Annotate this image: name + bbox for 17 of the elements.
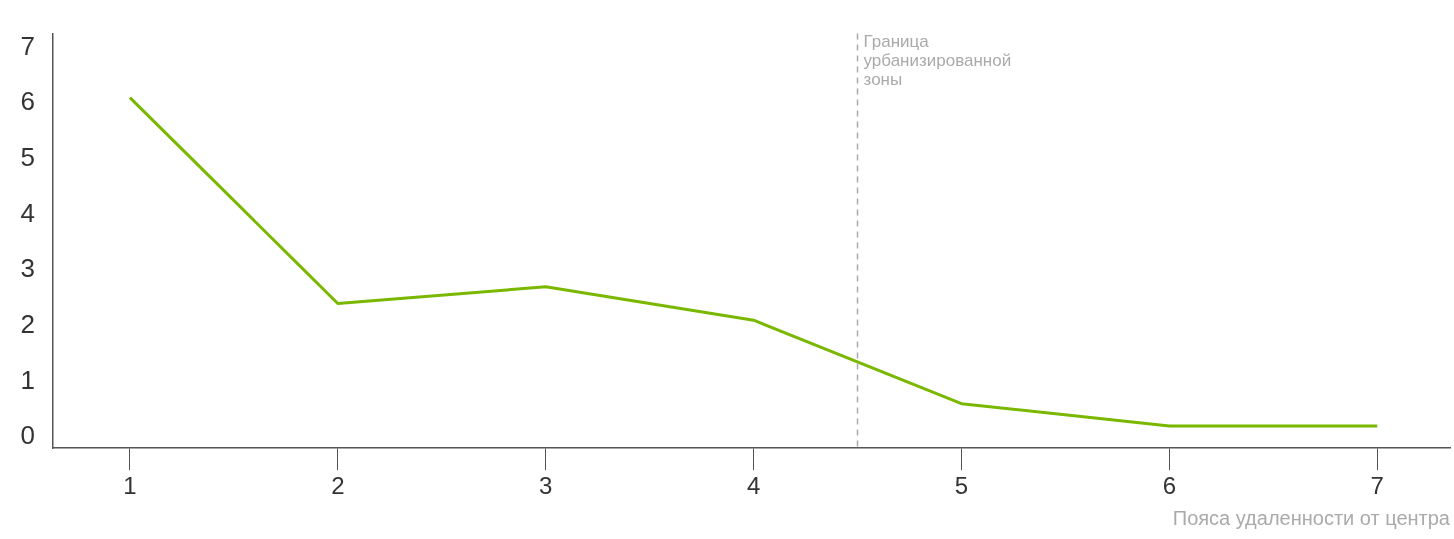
x-axis-title: Пояса удаленности от центра — [1172, 506, 1451, 529]
ref-line-label: Граница урбанизированной зоны — [863, 31, 1012, 89]
y-tick-label: 2 — [20, 308, 35, 339]
y-tick-label: 1 — [20, 364, 35, 395]
x-tick-label: 2 — [331, 472, 345, 500]
y-tick-label: 3 — [20, 253, 35, 284]
x-tick-label: 5 — [954, 472, 969, 500]
y-tick-label: 5 — [20, 141, 35, 172]
x-tick-label: 1 — [123, 472, 137, 500]
x-tick-label: 7 — [1370, 472, 1384, 500]
x-tick-label: 6 — [1162, 472, 1177, 500]
y-tick-label: 4 — [20, 197, 35, 228]
x-tick-label: 3 — [539, 472, 553, 500]
y-tick-label: 7 — [20, 30, 35, 61]
y-tick-label: 6 — [20, 86, 35, 117]
x-tick-label: 4 — [746, 472, 761, 500]
y-tick-label: 0 — [20, 420, 35, 451]
